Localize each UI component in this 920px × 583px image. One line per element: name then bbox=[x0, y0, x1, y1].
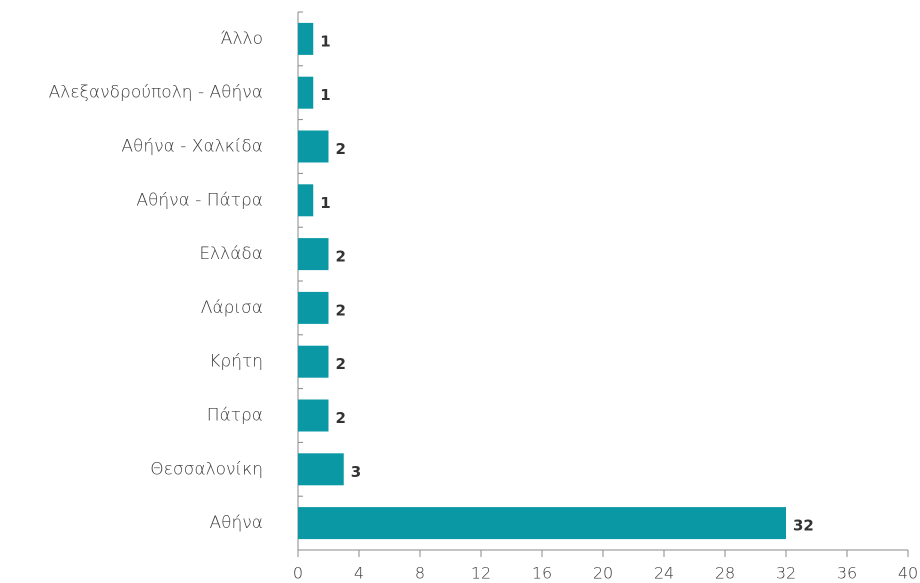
x-tick-label: 28 bbox=[715, 564, 735, 583]
data-label: 2 bbox=[336, 355, 346, 373]
x-tick-label: 4 bbox=[354, 564, 364, 583]
bar bbox=[298, 184, 314, 217]
category-label: Άλλο bbox=[221, 29, 263, 49]
data-label: 1 bbox=[320, 32, 330, 50]
x-tick-label: 24 bbox=[654, 564, 674, 583]
data-label: 32 bbox=[793, 517, 814, 535]
bar bbox=[298, 291, 329, 324]
bar bbox=[298, 130, 329, 163]
bar bbox=[298, 453, 344, 486]
category-label: Αθήνα - Πάτρα bbox=[136, 190, 263, 210]
category-label: Αθήνα bbox=[209, 513, 263, 533]
category-label: Πάτρα bbox=[207, 406, 263, 426]
x-tick-label: 36 bbox=[837, 564, 857, 583]
x-tick-label: 40 bbox=[898, 564, 918, 583]
category-label: Λάρισα bbox=[201, 298, 263, 318]
data-label: 3 bbox=[351, 463, 361, 481]
category-label: Αλεξανδρούπολη - Αθήνα bbox=[49, 83, 263, 103]
category-label: Ελλάδα bbox=[199, 244, 263, 264]
bar bbox=[298, 22, 314, 55]
bar bbox=[298, 399, 329, 432]
data-label: 2 bbox=[336, 248, 346, 266]
x-tick-label: 16 bbox=[532, 564, 552, 583]
data-label: 2 bbox=[336, 140, 346, 158]
bar bbox=[298, 507, 786, 540]
data-label: 2 bbox=[336, 409, 346, 427]
x-tick-label: 32 bbox=[776, 564, 796, 583]
x-tick-label: 12 bbox=[471, 564, 491, 583]
category-label: Θεσσαλονίκη bbox=[150, 459, 263, 479]
data-label: 2 bbox=[336, 301, 346, 319]
category-label: Κρήτη bbox=[209, 352, 263, 372]
x-tick-label: 20 bbox=[593, 564, 613, 583]
bar bbox=[298, 238, 329, 271]
category-label: Αθήνα - Χαλκίδα bbox=[121, 137, 263, 157]
x-tick-label: 8 bbox=[415, 564, 425, 583]
data-label: 1 bbox=[320, 86, 330, 104]
x-tick-label: 0 bbox=[293, 564, 303, 583]
bar bbox=[298, 345, 329, 378]
bar bbox=[298, 76, 314, 109]
data-label: 1 bbox=[320, 194, 330, 212]
